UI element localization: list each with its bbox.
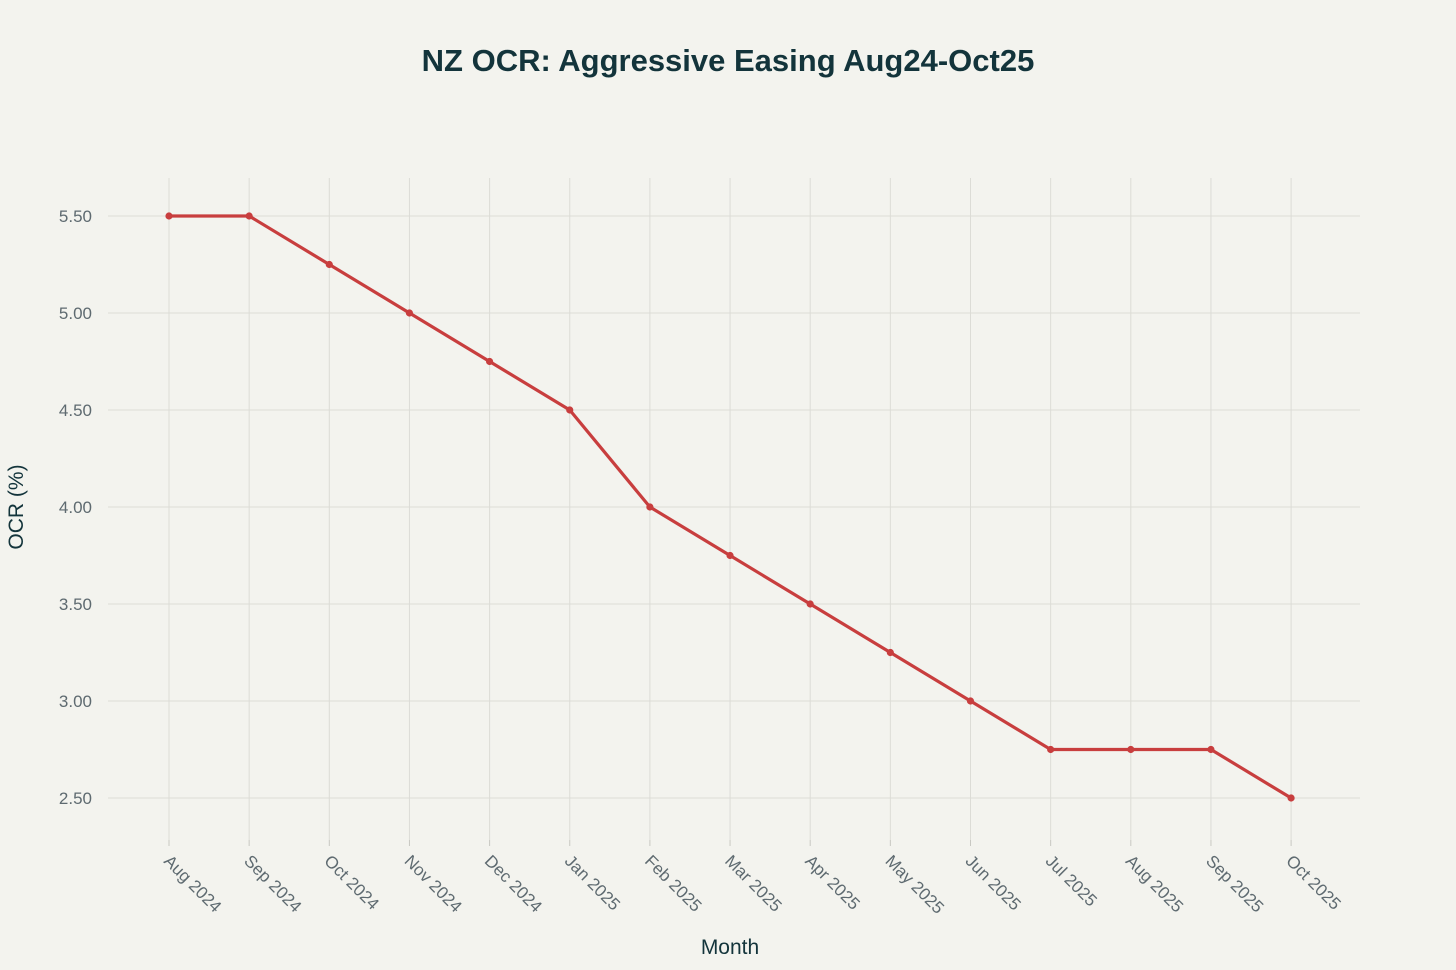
chart-title: NZ OCR: Aggressive Easing Aug24-Oct25	[422, 43, 1035, 78]
data-point[interactable]	[806, 600, 814, 608]
data-point[interactable]	[566, 406, 574, 414]
y-tick-label: 3.50	[59, 595, 92, 614]
grid-lines	[108, 178, 1360, 840]
data-point[interactable]	[646, 503, 654, 511]
series-layer	[165, 212, 1295, 802]
y-tick-label: 5.00	[59, 304, 92, 323]
data-point[interactable]	[966, 697, 975, 705]
data-point[interactable]	[726, 551, 734, 560]
x-tick-label: Jun 2025	[962, 851, 1025, 914]
x-axis-ticks: Aug 2024 Sep 2024 Oct 2024 Nov 2024 Dec 2024…	[160, 840, 1344, 918]
data-point[interactable]	[1207, 745, 1215, 754]
data-point[interactable]	[886, 648, 894, 657]
x-tick-label: Apr 2025	[801, 851, 863, 913]
x-tick-label: Sep 2024	[240, 851, 305, 916]
data-point[interactable]	[486, 357, 494, 366]
y-tick-label: 3.00	[59, 692, 92, 711]
x-tick-label: Jan 2025	[561, 851, 624, 914]
x-tick-label: Jul 2025	[1042, 851, 1101, 910]
x-axis-title: Month	[701, 936, 759, 959]
y-axis-ticks: 2.50 3.00 3.50 4.00 4.50 5.00 5.50	[59, 207, 92, 808]
data-point[interactable]	[405, 309, 414, 317]
y-tick-label: 5.50	[59, 207, 92, 226]
x-tick-label: Sep 2025	[1202, 851, 1267, 916]
data-point[interactable]	[1287, 794, 1295, 802]
x-tick-label: May 2025	[882, 851, 948, 917]
x-tick-label: Oct 2025	[1282, 851, 1344, 913]
x-tick-label: Mar 2025	[721, 851, 785, 915]
y-tick-label: 4.00	[59, 498, 92, 517]
x-tick-label: Aug 2025	[1122, 851, 1187, 916]
y-tick-label: 2.50	[59, 789, 92, 808]
x-tick-label: Dec 2024	[481, 851, 546, 916]
data-point[interactable]	[1127, 745, 1135, 754]
data-point[interactable]	[1047, 745, 1055, 754]
y-tick-label: 4.50	[59, 401, 92, 420]
data-point[interactable]	[245, 212, 253, 220]
x-tick-label: Nov 2024	[401, 851, 466, 916]
data-point[interactable]	[325, 260, 333, 269]
x-tick-label: Feb 2025	[641, 851, 705, 915]
y-axis-title: OCR (%)	[5, 464, 28, 549]
x-tick-label: Aug 2024	[160, 851, 225, 916]
x-tick-label: Oct 2024	[320, 851, 382, 913]
data-point[interactable]	[165, 212, 173, 220]
